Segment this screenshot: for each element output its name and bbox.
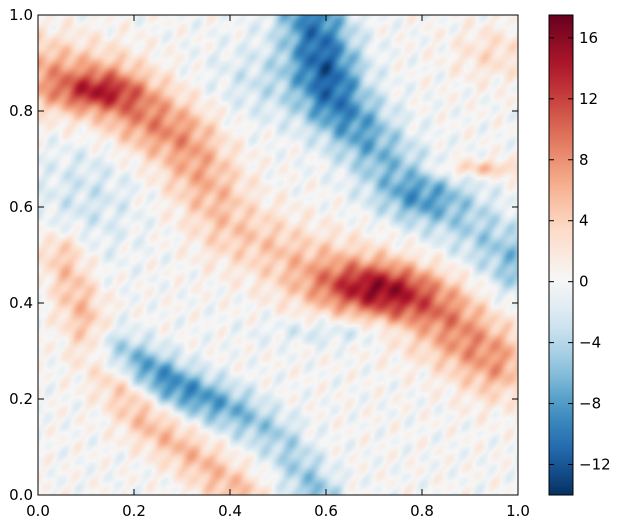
- y-axis: 0.0 0.2 0.4 0.6 0.8 1.0: [9, 6, 518, 504]
- heatmap-plot-area: [37, 14, 519, 496]
- colorbar-tick-label: 4: [579, 212, 589, 230]
- colorbar-tick-label: 12: [579, 90, 598, 108]
- y-tick-label: 0.8: [9, 102, 33, 120]
- x-tick-label: 0.0: [26, 502, 50, 520]
- x-tick-label: 1.0: [506, 502, 530, 520]
- x-axis: 0.0 0.2 0.4 0.6 0.8 1.0: [26, 15, 530, 520]
- colorbar-tick-label: 0: [579, 273, 589, 291]
- y-tick-label: 1.0: [9, 6, 33, 24]
- y-tick-label: 0.4: [9, 294, 33, 312]
- y-tick-label: 0.0: [9, 486, 33, 504]
- colorbar-ticks: −12 −8 −4 0 4 8 12 16: [549, 29, 611, 474]
- colorbar: −12 −8 −4 0 4 8 12 16: [548, 14, 611, 496]
- plot-frame: [37, 14, 519, 496]
- x-tick-label: 0.6: [314, 502, 338, 520]
- heatmap-image: [38, 15, 518, 495]
- colorbar-tick-label: 8: [579, 151, 589, 169]
- y-tick-label: 0.2: [9, 390, 33, 408]
- colorbar-tick-label: −8: [579, 395, 601, 413]
- x-tick-label: 0.4: [218, 502, 242, 520]
- colorbar-tick-label: −12: [579, 456, 611, 474]
- colorbar-tick-label: −4: [579, 334, 601, 352]
- y-tick-label: 0.6: [9, 198, 33, 216]
- colorbar-gradient: [549, 15, 573, 495]
- colorbar-frame: [548, 14, 574, 496]
- x-tick-label: 0.8: [410, 502, 434, 520]
- x-tick-label: 0.2: [122, 502, 146, 520]
- colorbar-tick-label: 16: [579, 29, 598, 47]
